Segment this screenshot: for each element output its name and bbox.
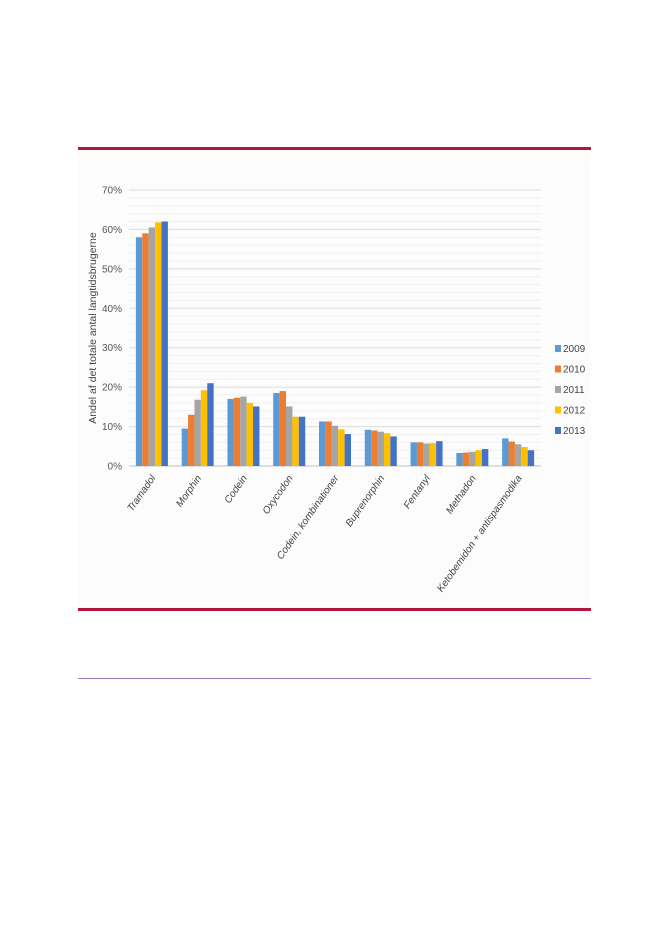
x-category-label: Tramadol — [126, 473, 159, 514]
bar-2013-1 — [207, 383, 214, 466]
legend-label: 2011 — [563, 385, 585, 396]
bar-2010-8 — [508, 441, 515, 466]
bar-2012-4 — [338, 429, 345, 466]
footnote-divider — [78, 678, 591, 679]
y-tick-label: 50% — [102, 264, 122, 275]
bar-2012-0 — [155, 222, 162, 466]
bar-2012-7 — [475, 450, 482, 466]
legend-swatch — [555, 345, 561, 352]
bar-2013-6 — [436, 441, 443, 466]
legend-swatch — [555, 365, 561, 373]
x-category-label: Methadon — [444, 473, 479, 516]
bar-2013-8 — [527, 450, 535, 466]
bottom-border-rule — [78, 608, 591, 611]
bar-2013-4 — [344, 434, 351, 466]
bar-2013-7 — [481, 449, 489, 466]
bar-2010-0 — [142, 233, 149, 466]
legend-swatch — [555, 386, 561, 393]
y-tick-label: 0% — [108, 462, 123, 473]
bar-2012-3 — [292, 416, 299, 466]
y-tick-label: 40% — [102, 304, 122, 315]
x-category-label: Ketobemidon + antispasmodika — [435, 473, 524, 594]
bar-2010-5 — [371, 430, 378, 466]
bar-2013-2 — [253, 406, 260, 466]
legend-swatch — [555, 406, 561, 414]
bar-2011-4 — [331, 425, 339, 466]
bars — [135, 221, 535, 466]
y-tick-label: 30% — [102, 343, 122, 354]
bar-2013-3 — [298, 416, 306, 466]
bar-2009-3 — [273, 393, 280, 466]
y-tick-label: 20% — [102, 383, 122, 394]
y-tick-label: 10% — [102, 422, 122, 433]
bar-2009-1 — [181, 428, 189, 466]
bar-2010-7 — [462, 452, 470, 466]
bar-2009-8 — [502, 438, 509, 466]
bar-2009-4 — [319, 421, 326, 466]
bar-2013-0 — [161, 221, 168, 466]
y-axis: 0% 10% 20% 30% 40% 50% 60% 70% — [102, 186, 122, 473]
x-category-label: Oxycodon — [261, 473, 296, 517]
bar-2009-6 — [410, 442, 417, 466]
legend-label: 2009 — [563, 344, 586, 355]
bar-2011-3 — [286, 406, 293, 466]
bar-2010-4 — [325, 421, 332, 466]
bar-2009-0 — [135, 237, 143, 466]
x-category-label: Fentanyl — [402, 473, 433, 511]
bar-2010-3 — [279, 391, 287, 466]
bar-2011-5 — [377, 431, 384, 466]
bar-2009-2 — [227, 398, 234, 466]
bar-2011-6 — [423, 443, 430, 466]
bar-2011-0 — [148, 227, 156, 466]
bar-2012-1 — [200, 390, 208, 466]
x-category-label: Codein — [223, 473, 250, 506]
bar-2011-1 — [194, 399, 201, 466]
y-tick-label: 60% — [102, 225, 122, 236]
bar-2010-2 — [233, 397, 241, 466]
bar-2012-6 — [429, 443, 437, 466]
x-category-label: Morphin — [174, 473, 204, 509]
legend: 2009 2010 2011 2012 2013 — [555, 344, 586, 437]
bar-2010-1 — [188, 414, 195, 466]
bar-2011-2 — [240, 396, 247, 466]
bar-2011-7 — [469, 451, 476, 466]
bar-2012-2 — [246, 402, 254, 466]
bar-2012-5 — [383, 433, 391, 466]
legend-label: 2010 — [563, 365, 586, 376]
bar-2012-8 — [521, 447, 528, 466]
bar-2013-5 — [390, 436, 397, 466]
bar-2011-8 — [514, 444, 522, 466]
bar-2009-5 — [364, 429, 372, 466]
legend-label: 2012 — [563, 406, 586, 417]
bar-2009-7 — [456, 452, 463, 466]
y-axis-label: Andel af det totale antal langtidsbruger… — [87, 232, 99, 424]
top-border-rule — [78, 147, 591, 150]
legend-swatch — [555, 427, 561, 434]
legend-label: 2013 — [563, 426, 586, 437]
y-tick-label: 70% — [102, 186, 122, 197]
bar-2010-6 — [416, 442, 424, 466]
x-category-label: Buprenorphin — [344, 473, 388, 529]
